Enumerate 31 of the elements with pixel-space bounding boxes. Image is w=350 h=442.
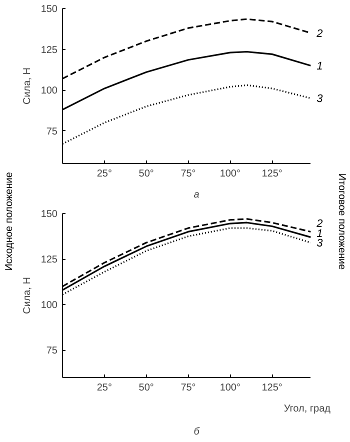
y-tick-label: 125 [40,254,58,266]
x-tick-label: 25° [96,168,112,180]
y-tick-label: 100 [40,300,58,312]
x-tick-label: 125° [262,382,282,394]
x-tick-label: 50° [138,382,154,394]
series-label: 2 [316,218,323,230]
y-axis-title: Сила, Н [22,277,33,314]
x-tick-label: 100° [220,382,241,394]
series-label: 3 [316,93,324,106]
text: а [194,190,200,200]
y-tick-label: 75 [46,346,58,357]
y-tick-label: 125 [40,44,58,56]
y-tick-label: 150 [40,4,58,15]
x-tick-label: 25° [96,382,112,394]
series-label: 2 [316,28,323,40]
x-tick-label: 75° [180,168,196,180]
x-tick-label: 50° [138,168,154,180]
x-tick-label: 75° [180,382,196,394]
series-label: 3 [316,238,324,250]
y-axis-title: Сила, Н [22,68,33,104]
x-axis-title: Угол, град [284,404,331,414]
text: б [194,426,200,438]
text: Итоговое положение [336,173,347,270]
text: Исходное положение [4,172,15,271]
y-tick-label: 100 [40,86,58,97]
x-tick-label: 100° [220,168,241,180]
y-tick-label: 75 [46,126,58,138]
series-label: 1 [316,60,323,73]
y-tick-label: 150 [40,209,58,220]
series-label: 1 [316,228,323,240]
x-tick-label: 125° [262,168,282,180]
